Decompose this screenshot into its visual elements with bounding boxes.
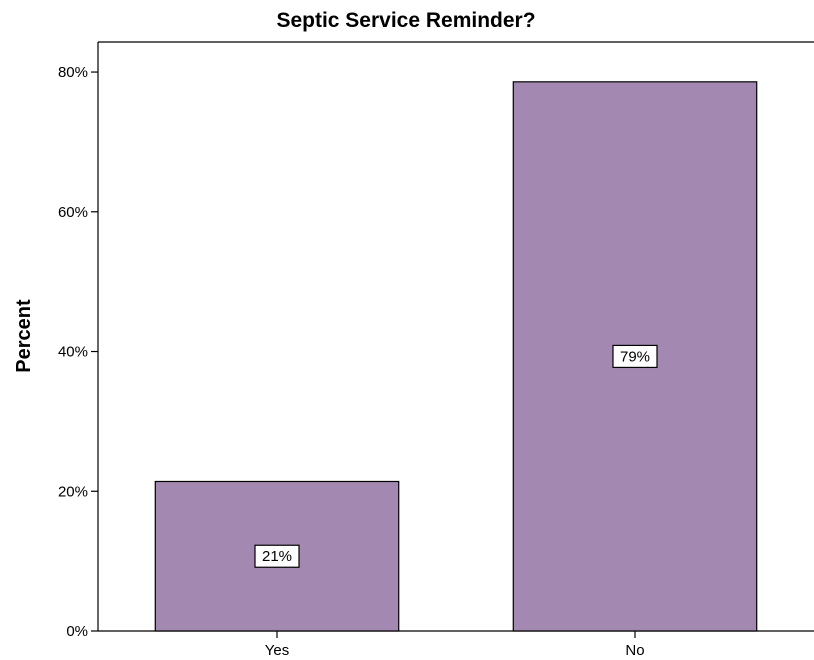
plot-area: 0% 20% 40% 60% 80% Yes 21% No 79% <box>58 41 814 659</box>
x-tick-label: No <box>625 642 644 659</box>
data-label-box <box>254 544 300 568</box>
y-tick-label: 0% <box>66 623 88 640</box>
x-tick-label: Yes <box>265 642 289 659</box>
y-tick-label: 40% <box>58 344 88 361</box>
y-axis-label: Percent <box>13 299 35 373</box>
y-tick-label: 20% <box>58 483 88 500</box>
data-label: 79% <box>620 348 650 365</box>
chart-title: Septic Service Reminder? <box>276 9 535 32</box>
y-tick-label: 60% <box>58 204 88 221</box>
data-label-box <box>612 344 658 369</box>
data-label: 21% <box>262 548 292 565</box>
y-tick-label: 80% <box>58 64 88 81</box>
